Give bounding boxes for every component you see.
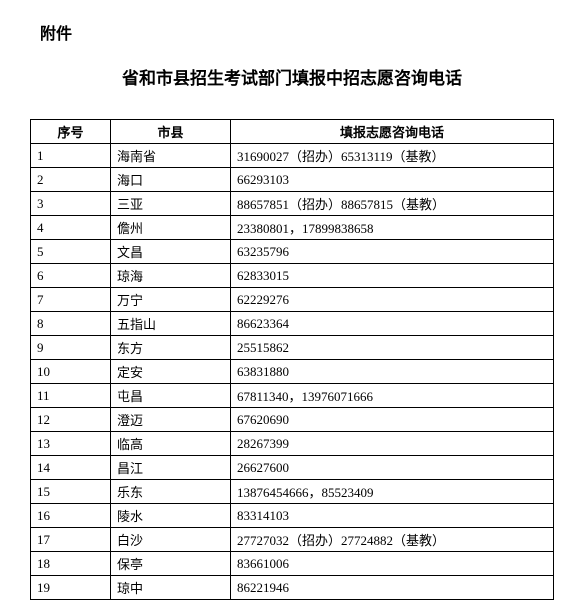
table-row: 4儋州23380801，17899838658: [31, 216, 554, 240]
cell-index: 15: [31, 480, 111, 504]
cell-phone: 86623364: [231, 312, 554, 336]
attachment-label: 附件: [30, 20, 554, 44]
table-row: 14昌江26627600: [31, 456, 554, 480]
cell-city: 文昌: [111, 240, 231, 264]
table-row: 9东方25515862: [31, 336, 554, 360]
table-row: 17白沙27727032（招办）27724882（基教）: [31, 528, 554, 552]
cell-city: 陵水: [111, 504, 231, 528]
cell-city: 儋州: [111, 216, 231, 240]
table-row: 16陵水83314103: [31, 504, 554, 528]
table-row: 8五指山86623364: [31, 312, 554, 336]
cell-city: 五指山: [111, 312, 231, 336]
cell-city: 澄迈: [111, 408, 231, 432]
cell-phone: 23380801，17899838658: [231, 216, 554, 240]
cell-index: 17: [31, 528, 111, 552]
cell-index: 12: [31, 408, 111, 432]
cell-index: 19: [31, 576, 111, 600]
cell-city: 昌江: [111, 456, 231, 480]
cell-phone: 63831880: [231, 360, 554, 384]
cell-phone: 67620690: [231, 408, 554, 432]
cell-city: 乐东: [111, 480, 231, 504]
cell-phone: 83661006: [231, 552, 554, 576]
page-title: 省和市县招生考试部门填报中招志愿咨询电话: [30, 64, 554, 89]
header-phone: 填报志愿咨询电话: [231, 120, 554, 144]
cell-index: 9: [31, 336, 111, 360]
table-header-row: 序号 市县 填报志愿咨询电话: [31, 120, 554, 144]
cell-phone: 31690027（招办）65313119（基教）: [231, 144, 554, 168]
cell-city: 定安: [111, 360, 231, 384]
cell-phone: 88657851（招办）88657815（基教）: [231, 192, 554, 216]
cell-index: 18: [31, 552, 111, 576]
table-row: 12澄迈67620690: [31, 408, 554, 432]
cell-city: 东方: [111, 336, 231, 360]
header-index: 序号: [31, 120, 111, 144]
cell-index: 13: [31, 432, 111, 456]
cell-phone: 62229276: [231, 288, 554, 312]
cell-city: 琼中: [111, 576, 231, 600]
cell-city: 屯昌: [111, 384, 231, 408]
table-row: 15乐东13876454666，85523409: [31, 480, 554, 504]
table-row: 5文昌63235796: [31, 240, 554, 264]
table-row: 13临高28267399: [31, 432, 554, 456]
cell-index: 1: [31, 144, 111, 168]
cell-phone: 83314103: [231, 504, 554, 528]
cell-city: 白沙: [111, 528, 231, 552]
cell-phone: 28267399: [231, 432, 554, 456]
table-row: 18保亭83661006: [31, 552, 554, 576]
cell-index: 16: [31, 504, 111, 528]
cell-index: 7: [31, 288, 111, 312]
cell-city: 海南省: [111, 144, 231, 168]
table-row: 3三亚88657851（招办）88657815（基教）: [31, 192, 554, 216]
cell-index: 4: [31, 216, 111, 240]
cell-phone: 62833015: [231, 264, 554, 288]
cell-city: 临高: [111, 432, 231, 456]
cell-index: 2: [31, 168, 111, 192]
cell-city: 海口: [111, 168, 231, 192]
table-row: 2海口66293103: [31, 168, 554, 192]
cell-phone: 66293103: [231, 168, 554, 192]
contact-table: 序号 市县 填报志愿咨询电话 1海南省31690027（招办）65313119（…: [30, 119, 554, 600]
cell-index: 10: [31, 360, 111, 384]
cell-city: 万宁: [111, 288, 231, 312]
table-row: 10定安63831880: [31, 360, 554, 384]
cell-index: 5: [31, 240, 111, 264]
cell-index: 6: [31, 264, 111, 288]
cell-phone: 86221946: [231, 576, 554, 600]
cell-phone: 67811340，13976071666: [231, 384, 554, 408]
cell-phone: 13876454666，85523409: [231, 480, 554, 504]
cell-index: 11: [31, 384, 111, 408]
table-row: 1海南省31690027（招办）65313119（基教）: [31, 144, 554, 168]
cell-phone: 25515862: [231, 336, 554, 360]
cell-index: 14: [31, 456, 111, 480]
cell-index: 8: [31, 312, 111, 336]
table-row: 19琼中86221946: [31, 576, 554, 600]
cell-phone: 27727032（招办）27724882（基教）: [231, 528, 554, 552]
cell-phone: 26627600: [231, 456, 554, 480]
table-row: 11屯昌67811340，13976071666: [31, 384, 554, 408]
cell-city: 三亚: [111, 192, 231, 216]
cell-index: 3: [31, 192, 111, 216]
header-city: 市县: [111, 120, 231, 144]
cell-city: 琼海: [111, 264, 231, 288]
cell-city: 保亭: [111, 552, 231, 576]
table-row: 7万宁62229276: [31, 288, 554, 312]
table-row: 6琼海62833015: [31, 264, 554, 288]
cell-phone: 63235796: [231, 240, 554, 264]
